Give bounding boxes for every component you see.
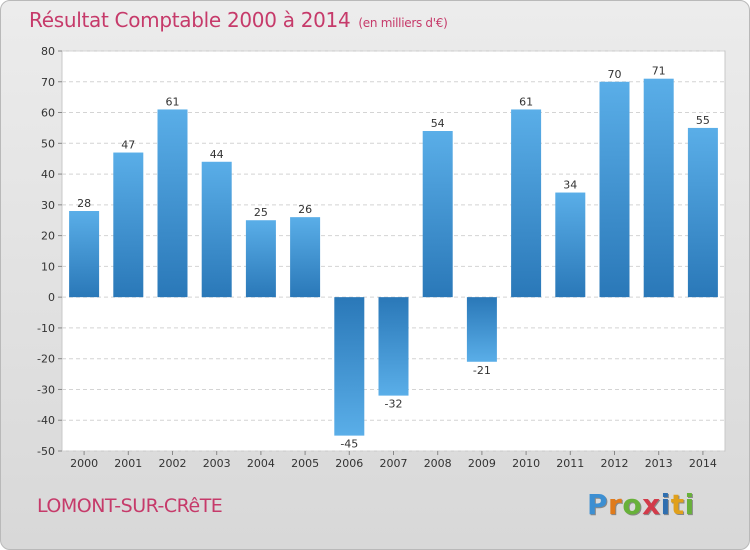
data-label: -32 bbox=[385, 398, 403, 411]
y-tick-label: 70 bbox=[41, 76, 55, 89]
bar-2002 bbox=[157, 109, 188, 298]
data-label: 26 bbox=[298, 203, 312, 216]
data-label: 61 bbox=[519, 95, 533, 108]
bar-2003 bbox=[201, 161, 232, 298]
x-tick-label: 2005 bbox=[291, 457, 319, 470]
commune-name: LOMONT-SUR-CRêTE bbox=[37, 495, 223, 517]
bar-2009 bbox=[466, 297, 497, 362]
y-tick-label: 60 bbox=[41, 107, 55, 120]
bar-2001 bbox=[113, 152, 144, 298]
x-tick-label: 2011 bbox=[556, 457, 584, 470]
bars: 28 47 61 44 25 26 -45 -32 54 -21 61 34 70 71 55 bbox=[69, 65, 718, 451]
x-tick-label: 2001 bbox=[114, 457, 142, 470]
y-tick-label: 30 bbox=[41, 199, 55, 212]
y-tick-label: 40 bbox=[41, 168, 55, 181]
data-label: 61 bbox=[166, 95, 180, 108]
y-tick-label: -30 bbox=[37, 383, 55, 396]
x-tick-label: 2000 bbox=[70, 457, 98, 470]
x-tick-label: 2006 bbox=[335, 457, 363, 470]
data-label: -21 bbox=[473, 364, 491, 377]
x-tick-label: 2014 bbox=[689, 457, 717, 470]
x-tick-label: 2003 bbox=[203, 457, 231, 470]
bar-2014 bbox=[687, 127, 718, 298]
y-tick-label: -20 bbox=[37, 353, 55, 366]
bar-2010 bbox=[511, 109, 542, 298]
data-label: 25 bbox=[254, 206, 268, 219]
data-label: 54 bbox=[431, 117, 445, 130]
y-tick-label: 20 bbox=[41, 230, 55, 243]
data-label: 44 bbox=[210, 148, 224, 161]
x-tick-label: 2013 bbox=[645, 457, 673, 470]
x-tick-label: 2008 bbox=[424, 457, 452, 470]
x-tick-label: 2012 bbox=[601, 457, 629, 470]
bar-2004 bbox=[245, 220, 276, 298]
bar-2000 bbox=[69, 211, 100, 298]
x-tick-label: 2002 bbox=[159, 457, 187, 470]
data-label: 28 bbox=[77, 197, 91, 210]
y-tick-label: -50 bbox=[37, 445, 55, 458]
chart-title: Résultat Comptable 2000 à 2014 (en millie… bbox=[29, 8, 448, 32]
chart-subtitle: (en milliers d'€) bbox=[358, 16, 448, 30]
y-tick-label: 0 bbox=[48, 291, 55, 304]
data-label: 70 bbox=[608, 68, 622, 81]
y-tick-label: 10 bbox=[41, 260, 55, 273]
bar-2012 bbox=[599, 81, 630, 298]
y-tick-label: 50 bbox=[41, 137, 55, 150]
proxiti-logo: Proxiti bbox=[587, 488, 695, 521]
chart-title-text: Résultat Comptable 2000 à 2014 bbox=[29, 8, 351, 32]
x-tick-label: 2007 bbox=[380, 457, 408, 470]
x-tick-label: 2004 bbox=[247, 457, 275, 470]
data-label: 34 bbox=[563, 179, 577, 192]
x-tick-label: 2010 bbox=[512, 457, 540, 470]
y-tick-label: -40 bbox=[37, 414, 55, 427]
y-tick-label: -10 bbox=[37, 322, 55, 335]
bar-2008 bbox=[422, 131, 453, 298]
y-tick-label: 80 bbox=[41, 45, 55, 58]
bar-2007 bbox=[378, 297, 409, 396]
x-tick-label: 2009 bbox=[468, 457, 496, 470]
bar-2011 bbox=[555, 192, 586, 298]
x-axis: 2000 2001 2002 2003 2004 2005 2006 2007 2008 2009… bbox=[70, 451, 717, 470]
data-label: 55 bbox=[696, 114, 710, 127]
data-label: -45 bbox=[340, 438, 358, 451]
y-axis: 80 70 60 50 40 30 20 10 0 -10 -20 -30 -40 -50 bbox=[37, 45, 62, 458]
bar-2013 bbox=[643, 78, 674, 298]
data-label: 47 bbox=[121, 139, 135, 152]
bar-2005 bbox=[290, 217, 321, 298]
data-label: 71 bbox=[652, 65, 666, 78]
bar-2006 bbox=[334, 297, 365, 436]
